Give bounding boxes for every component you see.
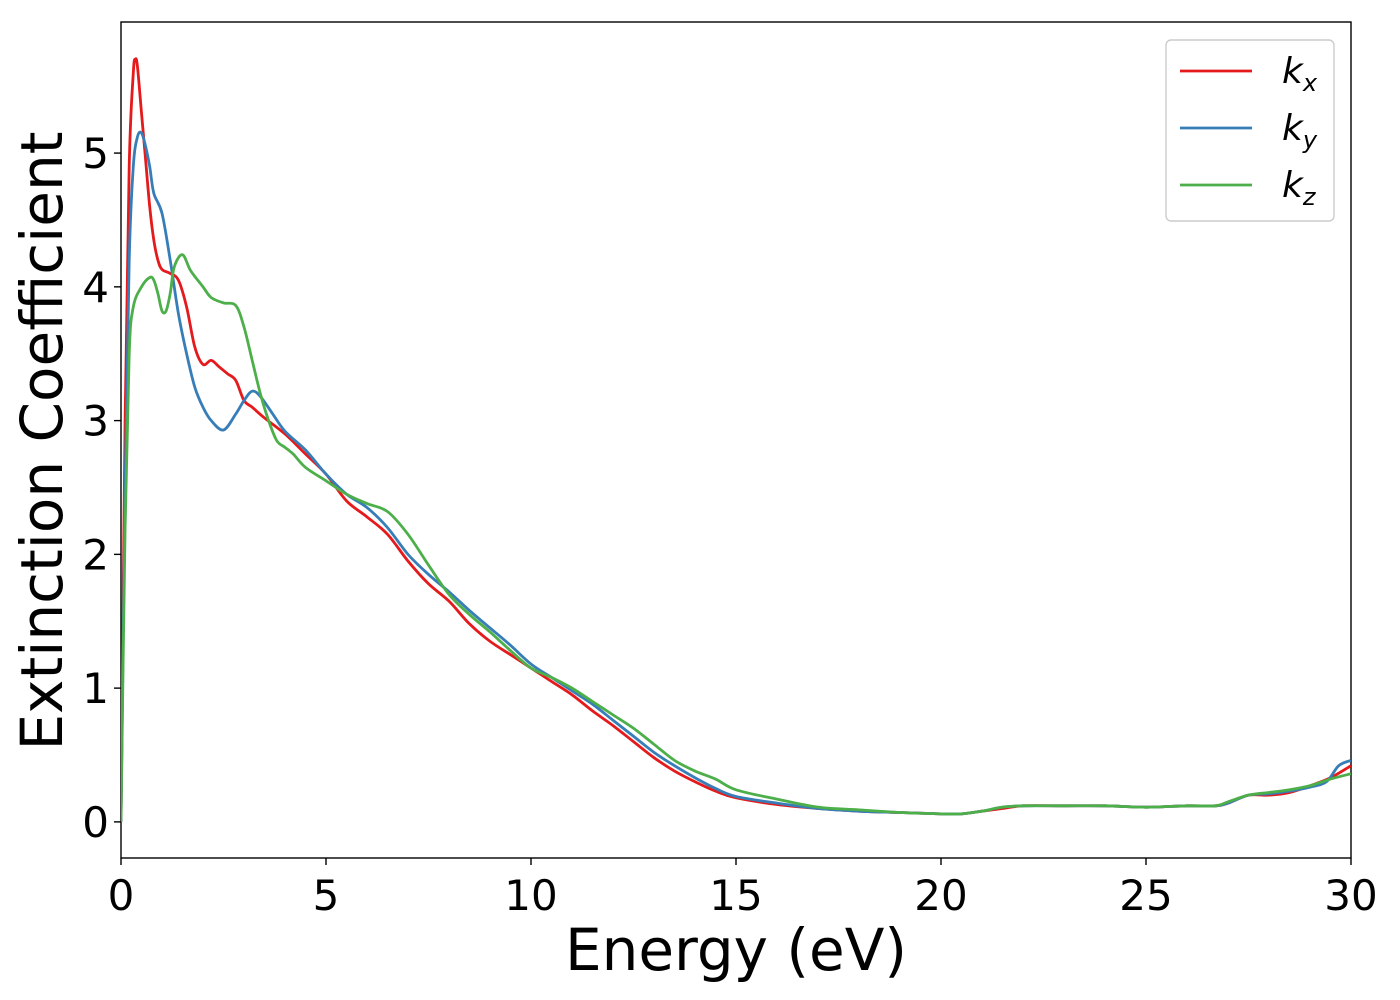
y-tick-label: 4	[82, 263, 109, 312]
x-tick-label: 25	[1119, 871, 1172, 920]
x-tick-label: 30	[1324, 871, 1377, 920]
x-axis-ticks: 0 5 10 15 20 25 30	[108, 858, 1378, 920]
x-tick-label: 20	[914, 871, 967, 920]
legend: kx ky kz	[1165, 39, 1335, 222]
legend-label: kz	[1282, 165, 1317, 211]
legend-box	[1165, 39, 1335, 222]
legend-label: kx	[1282, 51, 1318, 97]
y-tick-label: 2	[82, 530, 109, 579]
y-tick-label: 1	[82, 664, 109, 713]
x-axis-label: Energy (eV)	[565, 916, 907, 984]
y-tick-label: 3	[82, 397, 109, 446]
x-tick-label: 5	[313, 871, 340, 920]
x-tick-label: 0	[108, 871, 135, 920]
kz-series-line	[121, 253, 1351, 822]
legend-label: ky	[1282, 108, 1318, 154]
ky-series-line	[121, 130, 1351, 822]
y-tick-label: 5	[82, 129, 109, 178]
y-axis-label: Extinction Coefficient	[8, 132, 76, 751]
y-tick-label: 0	[82, 798, 109, 847]
y-axis-ticks: 0 1 2 3 4 5	[82, 129, 121, 847]
x-tick-label: 15	[709, 871, 762, 920]
series-lines	[121, 57, 1351, 822]
x-tick-label: 10	[504, 871, 557, 920]
